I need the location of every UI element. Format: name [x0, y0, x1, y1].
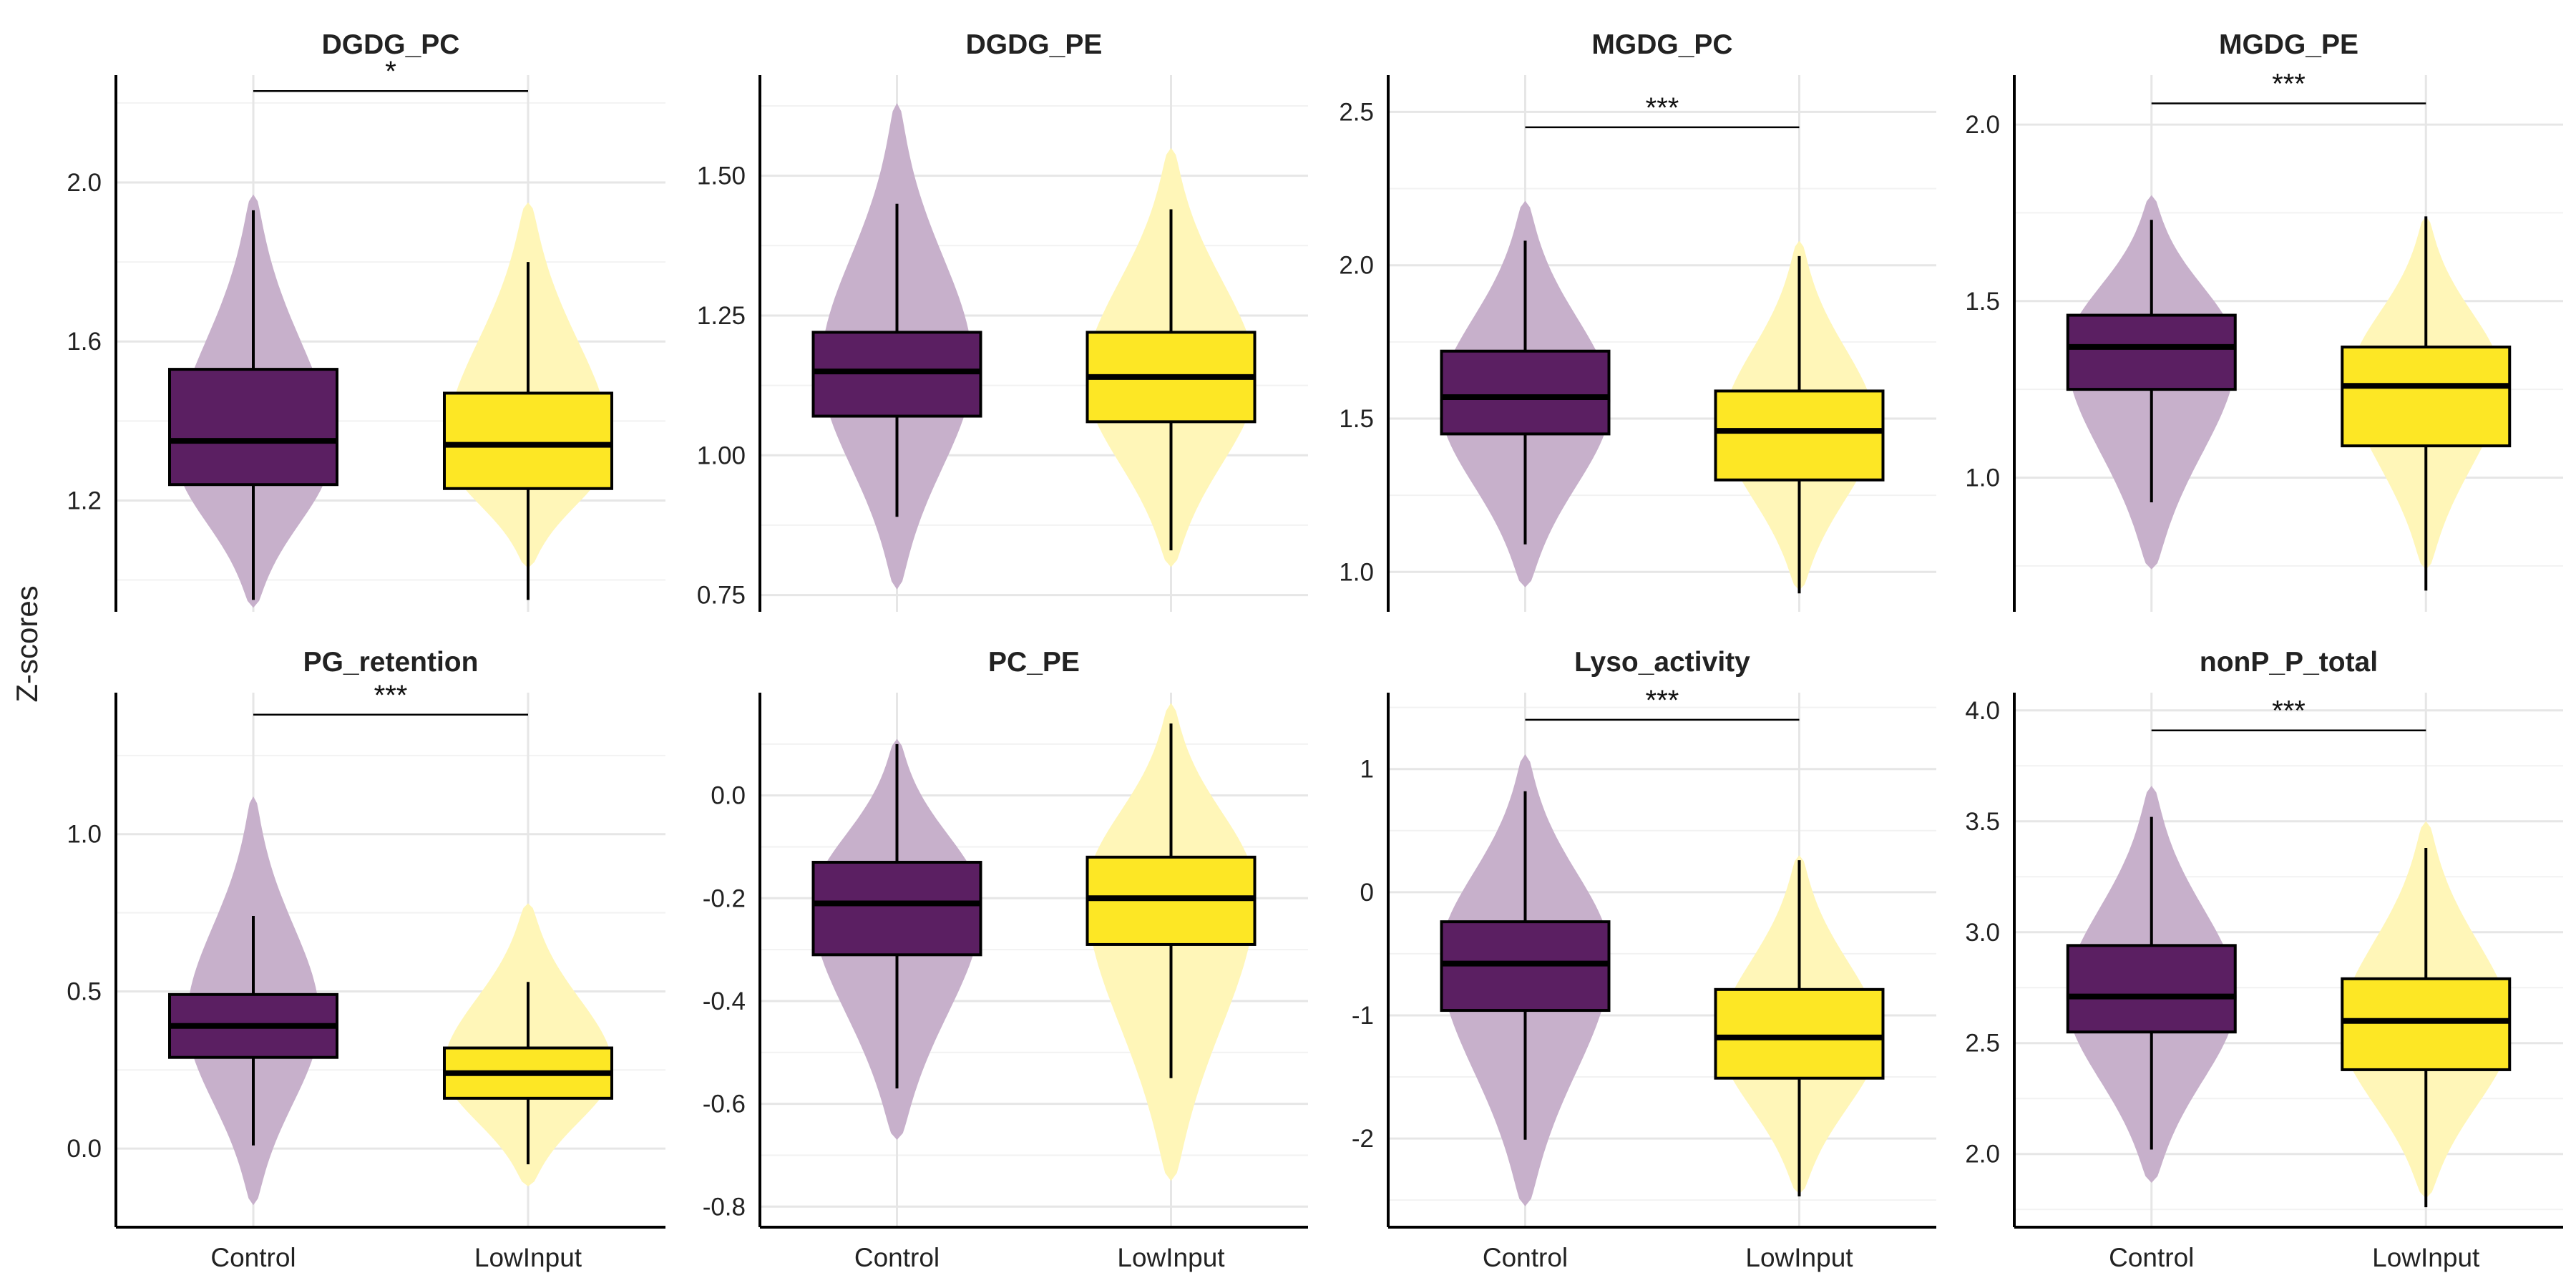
- significance-label: *: [385, 56, 396, 87]
- y-tick-label: 2.5: [1965, 1030, 2000, 1058]
- y-tick-label: 1.50: [697, 162, 746, 190]
- x-category-label: LowInput: [474, 1243, 582, 1272]
- box-Control: [2066, 944, 2237, 1034]
- x-category-label: Control: [2109, 1243, 2194, 1272]
- y-tick-label: 1.2: [67, 487, 102, 514]
- panel-DGDG_PC: * 1.2 1.6 2.0 DGDG_PC: [67, 29, 665, 612]
- panel-title: nonP_P_total: [2200, 647, 2378, 678]
- box-Control: [811, 861, 982, 957]
- panel-MGDG_PE: *** 1.0 1.5 2.0 MGDG_PE: [1965, 29, 2563, 612]
- box-Control: [2066, 313, 2237, 391]
- y-tick-label: 2.0: [1965, 1141, 2000, 1169]
- panel-title: PG_retention: [303, 647, 479, 678]
- y-tick-label: 1.25: [697, 302, 746, 330]
- y-tick-label: 1.0: [1339, 558, 1374, 586]
- y-tick-label: 1.6: [67, 328, 102, 356]
- y-tick-label: 1.0: [1965, 464, 2000, 492]
- significance-label: ***: [1646, 685, 1679, 716]
- y-tick-label: 2.0: [1965, 111, 2000, 139]
- y-tick-label: -0.4: [703, 987, 746, 1015]
- box-LowInput: [2341, 977, 2512, 1071]
- y-tick-label: 2.0: [1339, 252, 1374, 280]
- panel-nonP_P_total: *** 2.0 2.5 3.0 3.5 4.0 Control LowInput nonP_P_…: [1965, 647, 2563, 1272]
- panel-title: DGDG_PE: [966, 29, 1103, 60]
- y-tick-label: -0.2: [703, 884, 746, 912]
- panel-PC_PE: -0.8 -0.6 -0.4 -0.2 0.0 Control LowInput PC_PE: [703, 647, 1308, 1272]
- box-LowInput: [2341, 345, 2512, 448]
- panel-MGDG_PC: *** 1.0 1.5 2.0 2.5 MGDG_PC: [1339, 29, 1936, 612]
- panel-DGDG_PE: 0.75 1.00 1.25 1.50 DGDG_PE: [697, 29, 1308, 612]
- y-tick-label: -2: [1352, 1125, 1374, 1153]
- y-tick-label: 1: [1360, 756, 1374, 784]
- y-tick-label: 3.5: [1965, 808, 2000, 836]
- box-LowInput: [443, 391, 613, 490]
- y-tick-label: -0.8: [703, 1193, 746, 1221]
- y-tick-label: 3.0: [1965, 919, 2000, 947]
- significance-label: ***: [2272, 68, 2306, 99]
- y-tick-label: 4.0: [1965, 697, 2000, 725]
- panel-Lyso_activity: *** -2 -1 0 1 Control LowInput Lyso_activity: [1352, 647, 1936, 1272]
- panels: *1.21.62.0DGDG_PC0.751.001.251.50DGDG_PE…: [67, 29, 2563, 1272]
- y-tick-label: 1.5: [1965, 288, 2000, 316]
- y-tick-label: 0.0: [711, 782, 746, 810]
- y-tick-label: 0.75: [697, 582, 746, 610]
- box-Control: [168, 368, 338, 487]
- panel-title: MGDG_PE: [2219, 29, 2358, 60]
- x-category-label: Control: [210, 1243, 296, 1272]
- y-tick-label: 2.5: [1339, 98, 1374, 126]
- y-tick-label: 1.0: [67, 821, 102, 849]
- x-category-label: Control: [854, 1243, 940, 1272]
- significance-label: ***: [2272, 696, 2306, 727]
- significance-label: ***: [1646, 92, 1679, 124]
- box-LowInput: [1714, 987, 1885, 1080]
- y-tick-label: 0.0: [67, 1135, 102, 1163]
- y-tick-label: 1.5: [1339, 405, 1374, 433]
- panel-PG_retention: *** 0.0 0.5 1.0 Control LowInput PG_retention: [67, 647, 665, 1272]
- panel-title: DGDG_PC: [322, 29, 460, 60]
- panel-title: MGDG_PC: [1591, 29, 1732, 60]
- panel-title: Lyso_activity: [1574, 647, 1750, 678]
- box-LowInput: [1714, 389, 1885, 482]
- y-tick-label: 1.00: [697, 441, 746, 469]
- x-category-label: LowInput: [2372, 1243, 2480, 1272]
- y-tick-label: 0: [1360, 879, 1374, 907]
- box-Control: [1440, 349, 1611, 436]
- y-tick-label: -0.6: [703, 1091, 746, 1118]
- y-tick-label: 0.5: [67, 977, 102, 1005]
- y-axis-title: Z-scores: [10, 585, 44, 702]
- y-tick-label: -1: [1352, 1002, 1374, 1030]
- x-category-label: LowInput: [1117, 1243, 1225, 1272]
- panel-title: PC_PE: [988, 647, 1080, 678]
- significance-label: ***: [374, 680, 408, 711]
- x-category-label: LowInput: [1745, 1243, 1853, 1272]
- x-category-label: Control: [1483, 1243, 1568, 1272]
- y-tick-label: 2.0: [67, 169, 102, 197]
